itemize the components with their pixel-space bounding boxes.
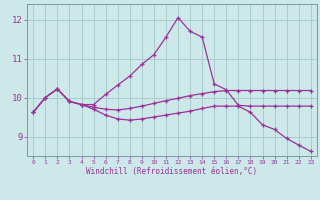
X-axis label: Windchill (Refroidissement éolien,°C): Windchill (Refroidissement éolien,°C)	[86, 167, 258, 176]
